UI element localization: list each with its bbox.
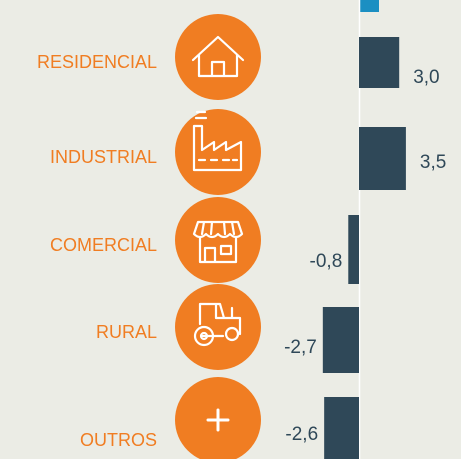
factory-icon <box>192 110 243 172</box>
icon-comercial <box>175 197 261 283</box>
category-label: INDUSTRIAL <box>50 147 157 167</box>
store-icon <box>192 220 244 264</box>
category-label: COMERCIAL <box>50 235 157 255</box>
bar <box>322 307 359 373</box>
value-label: -0,8 <box>310 251 343 272</box>
bar <box>348 215 359 284</box>
category-label: RURAL <box>96 322 157 342</box>
icon-residencial <box>175 14 261 100</box>
value-label: -2,6 <box>285 424 318 445</box>
value-label: -2,7 <box>284 337 317 358</box>
icon-industrial <box>175 109 261 195</box>
icons <box>175 14 261 459</box>
bar <box>359 127 406 190</box>
plus-icon <box>206 408 230 432</box>
category-label: OUTROS <box>80 430 157 450</box>
tractor-icon <box>193 302 242 347</box>
icon-rural <box>175 284 261 370</box>
category-label: RESIDENCIAL <box>37 52 157 72</box>
value-label: 3,5 <box>420 152 446 173</box>
partial-bar <box>359 0 379 12</box>
house-icon <box>191 35 245 78</box>
value-label: 3,0 <box>413 67 439 88</box>
bar <box>324 397 359 459</box>
bar <box>359 37 400 88</box>
